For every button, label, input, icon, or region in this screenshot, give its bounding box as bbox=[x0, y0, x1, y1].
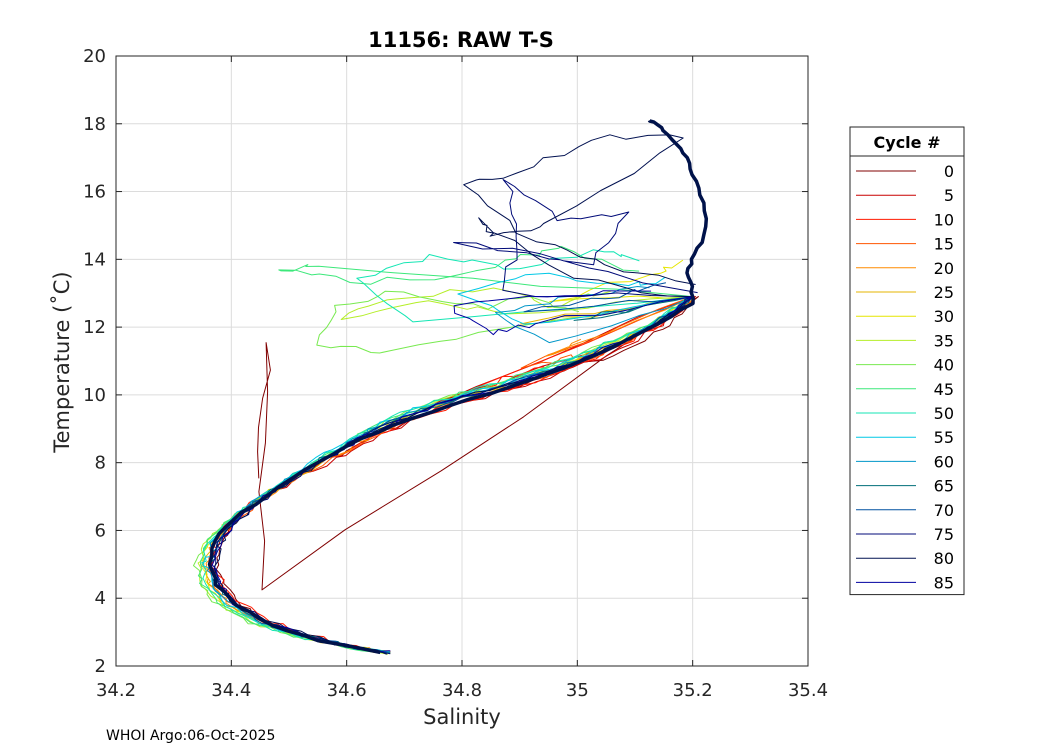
legend-label-cycle-5: 5 bbox=[944, 186, 954, 205]
legend-label-cycle-10: 10 bbox=[934, 210, 954, 229]
series-line-cycle-50 bbox=[201, 249, 694, 652]
legend-label-cycle-20: 20 bbox=[934, 259, 954, 278]
series-line-cycle-55 bbox=[202, 272, 694, 653]
legend-label-cycle-55: 55 bbox=[934, 428, 954, 447]
x-tick-label: 35 bbox=[566, 680, 589, 701]
x-tick-label: 35.4 bbox=[788, 680, 828, 701]
y-tick-label: 20 bbox=[83, 46, 106, 67]
legend-label-cycle-40: 40 bbox=[934, 356, 954, 375]
legend-label-cycle-75: 75 bbox=[934, 525, 954, 544]
y-tick-label: 12 bbox=[83, 317, 106, 338]
legend-label-cycle-15: 15 bbox=[934, 235, 954, 254]
legend-label-cycle-80: 80 bbox=[934, 549, 954, 568]
footer-text: WHOI Argo:06-Oct-2025 bbox=[106, 728, 275, 744]
x-tick-label: 34.6 bbox=[327, 680, 367, 701]
x-tick-label: 34.8 bbox=[442, 680, 482, 701]
y-tick-label: 16 bbox=[83, 182, 106, 203]
y-tick-label: 4 bbox=[95, 588, 106, 609]
legend-label-cycle-45: 45 bbox=[934, 380, 954, 399]
x-tick-label: 34.4 bbox=[211, 680, 251, 701]
x-axis-ticks: 34.2 34.4 34.6 34.8 35 35.2 35.4 bbox=[96, 56, 828, 701]
legend-label-cycle-35: 35 bbox=[934, 331, 954, 350]
x-axis-label: Salinity bbox=[423, 705, 501, 729]
legend-box bbox=[849, 126, 965, 596]
y-tick-label: 8 bbox=[95, 453, 106, 474]
legend-label-cycle-0: 0 bbox=[944, 162, 954, 181]
x-tick-label: 34.2 bbox=[96, 680, 136, 701]
legend-label-cycle-60: 60 bbox=[934, 452, 954, 471]
y-tick-label: 6 bbox=[95, 520, 106, 541]
chart-title: 11156: RAW T-S bbox=[368, 28, 554, 52]
legend-label-cycle-85: 85 bbox=[934, 573, 954, 592]
series-lines bbox=[193, 119, 709, 655]
x-tick-label: 35.2 bbox=[673, 680, 713, 701]
y-axis-label: Temperature (˚C) bbox=[50, 271, 74, 453]
series-line-latest bbox=[207, 119, 709, 655]
y-tick-label: 2 bbox=[95, 656, 106, 677]
legend-label-cycle-70: 70 bbox=[934, 501, 954, 520]
legend-title: Cycle # bbox=[874, 133, 941, 152]
legend-label-cycle-65: 65 bbox=[934, 477, 954, 496]
legend-label-cycle-30: 30 bbox=[934, 307, 954, 326]
y-tick-label: 14 bbox=[83, 249, 106, 270]
legend-label-cycle-25: 25 bbox=[934, 283, 954, 302]
legend-label-cycle-50: 50 bbox=[934, 404, 954, 423]
series-line-cycle-60 bbox=[207, 286, 694, 653]
y-axis-ticks: 2 4 6 8 10 12 14 16 18 20 bbox=[83, 46, 808, 677]
y-tick-label: 18 bbox=[83, 114, 106, 135]
legend: Cycle #0 5 10 15 20 25 30 35 40 45 50 55 60 65 70 75 80 8… bbox=[849, 126, 965, 596]
y-tick-label: 10 bbox=[83, 385, 106, 406]
